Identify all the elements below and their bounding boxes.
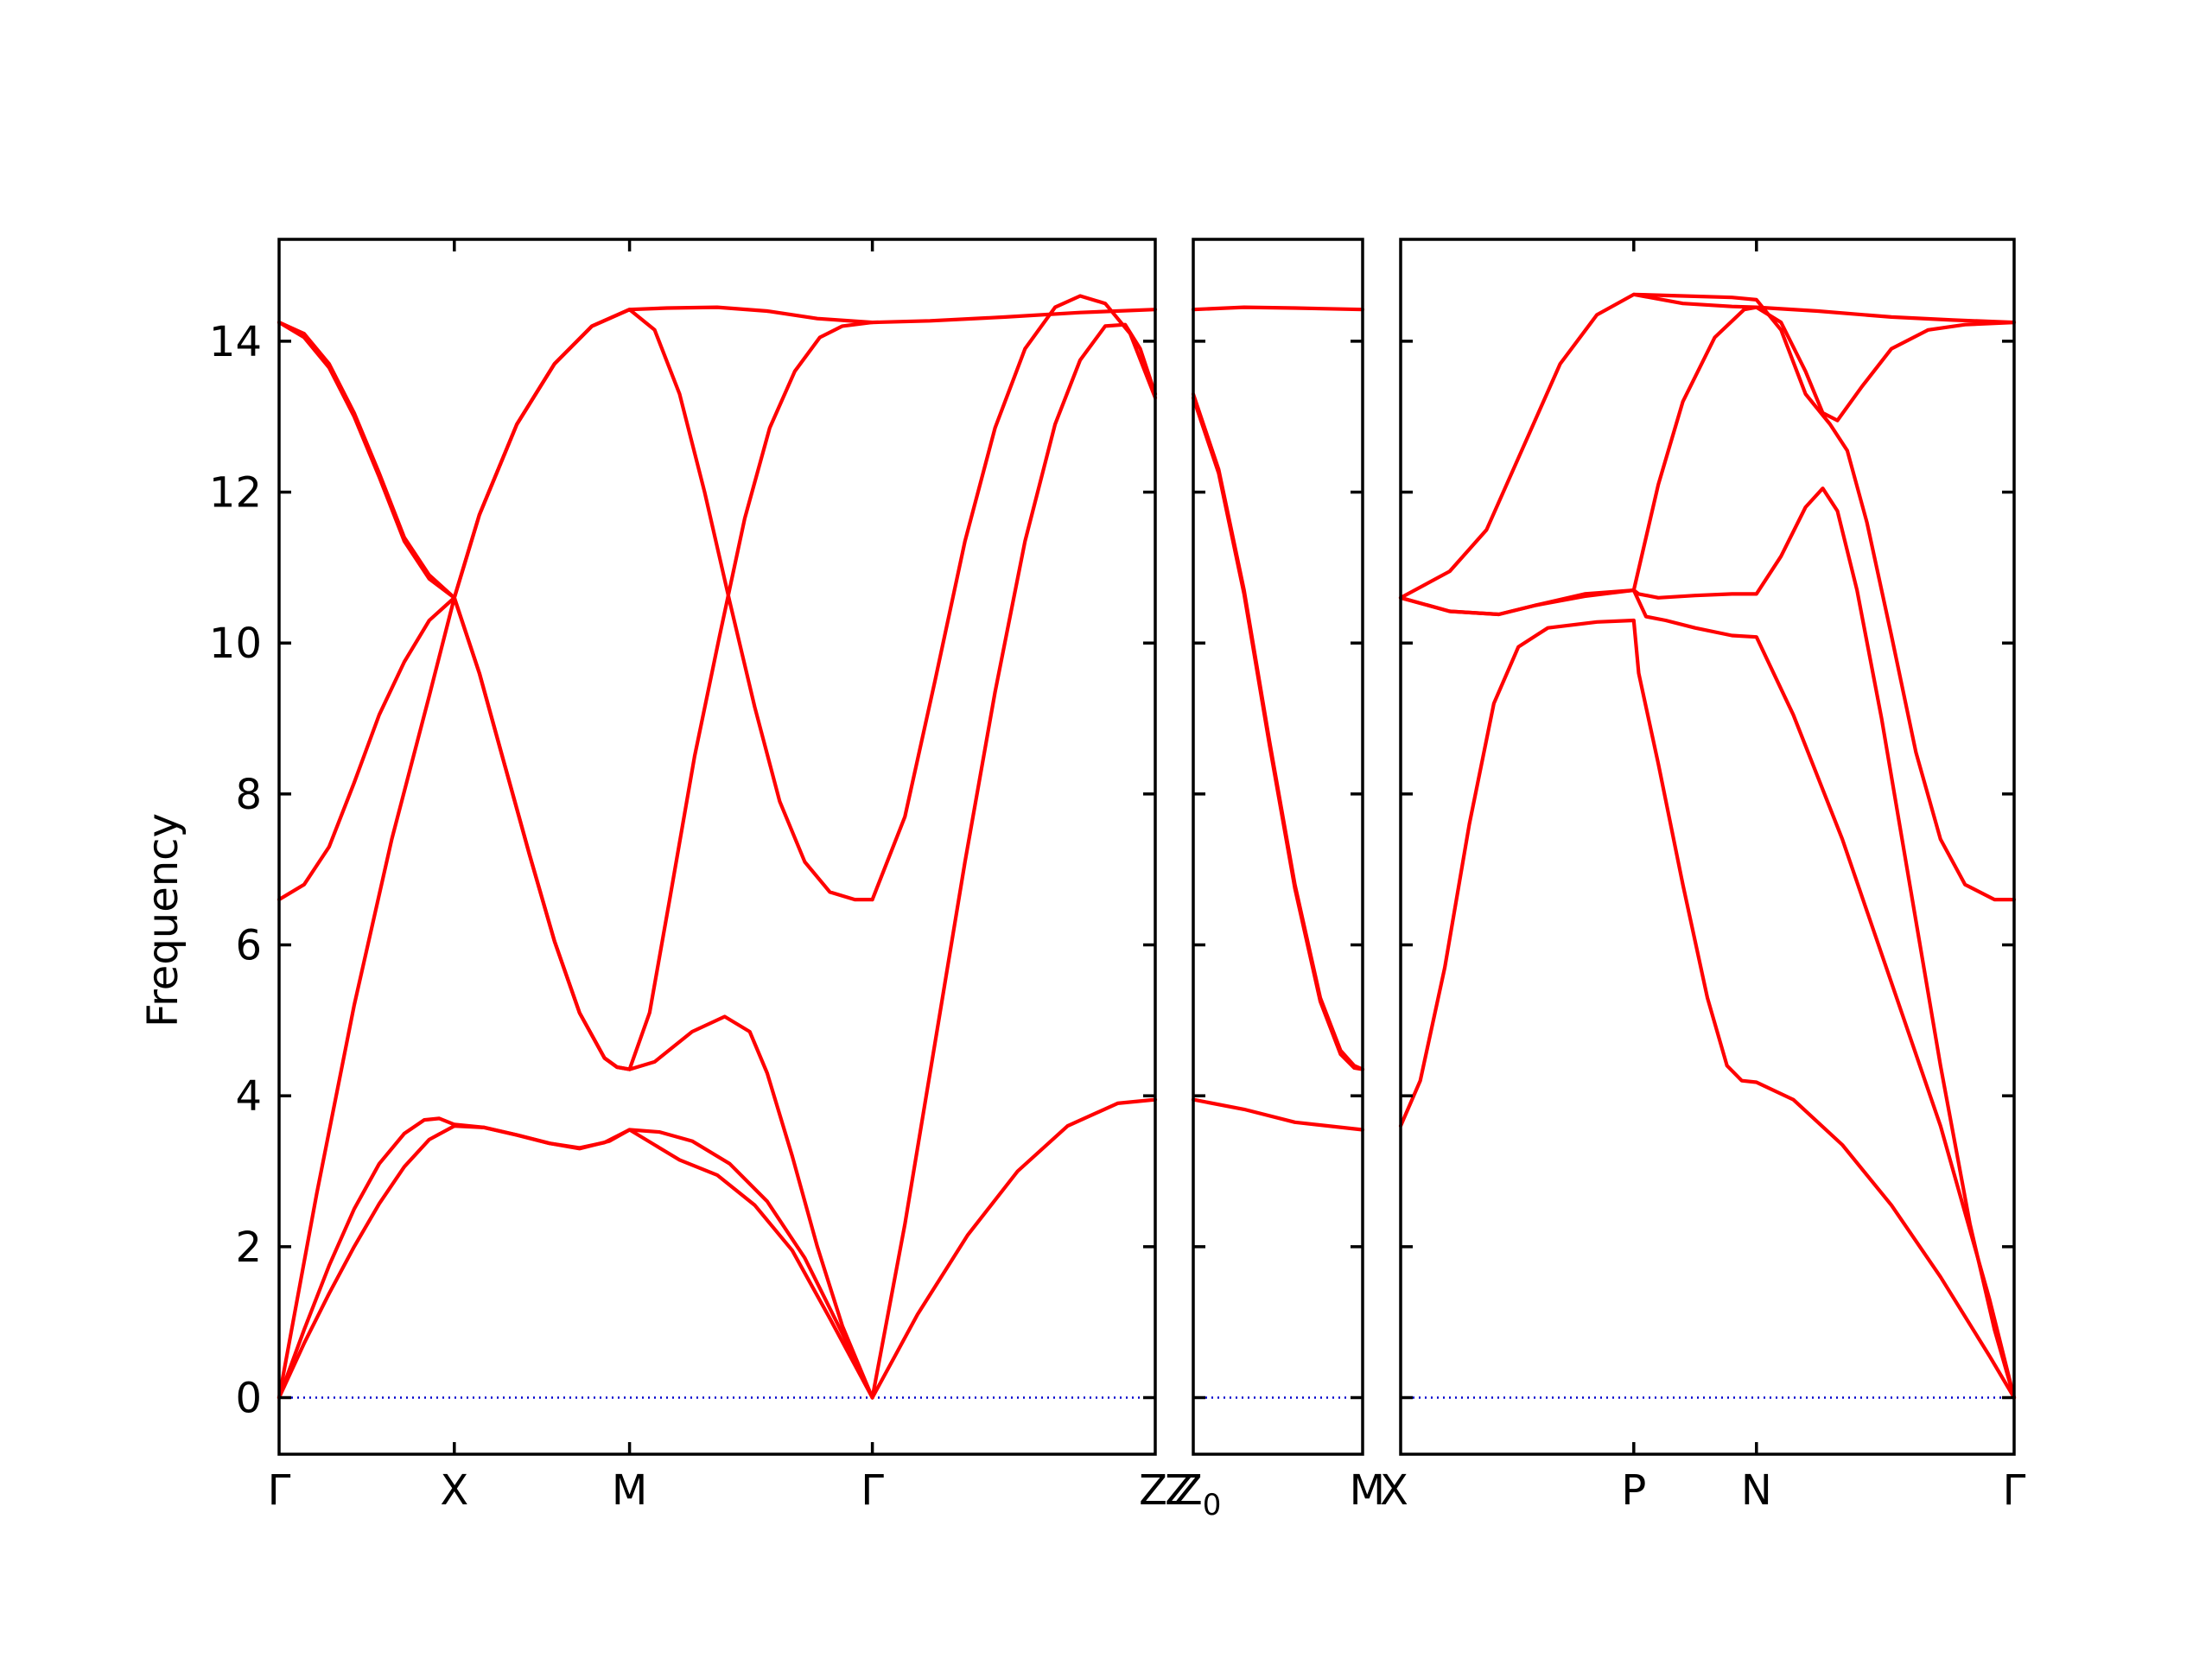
band-line (1398, 292, 2017, 902)
band-line (870, 1097, 1158, 1400)
band-line (1191, 396, 1365, 1071)
y-tick-label: 0 (235, 1375, 262, 1423)
band-line (1398, 486, 2017, 1400)
x-tick-label: X (1380, 1466, 1408, 1515)
band-line (1191, 305, 1365, 312)
panel-2: ZZ0 M (1165, 238, 1385, 1522)
x-tick-label: N (1741, 1466, 1772, 1515)
band-line (870, 294, 1158, 902)
x-tick-label: X (440, 1466, 468, 1515)
plot-frame (277, 238, 1157, 1456)
x-tick-label: M (612, 1466, 647, 1515)
y-tick-label: 10 (209, 620, 262, 668)
band-line (870, 322, 1158, 1400)
y-tick-label: 2 (235, 1224, 262, 1272)
x-tick-label: Γ (268, 1466, 291, 1515)
band-line (1191, 1097, 1365, 1132)
y-tick-label: 6 (235, 922, 262, 970)
x-tick-label: M (1350, 1466, 1385, 1515)
band-line (276, 321, 874, 1071)
x-tick-label: Γ (2003, 1466, 2026, 1515)
plot-frame (1399, 238, 2016, 1456)
y-tick-label: 14 (209, 318, 262, 366)
band-line (1191, 391, 1365, 1071)
y-tick-label: 4 (235, 1072, 262, 1121)
x-tick-label: Z0 (1174, 1466, 1222, 1522)
plot-frame (1192, 238, 1364, 1456)
band-line (276, 1124, 874, 1400)
x-tick-label: Γ (861, 1466, 884, 1515)
x-tick-label: P (1621, 1466, 1646, 1515)
band-line (1398, 618, 2017, 1400)
y-tick-label: 8 (235, 771, 262, 819)
y-tick-label: 12 (209, 469, 262, 518)
band-line (276, 1116, 874, 1400)
band-line (1631, 305, 2017, 593)
y-axis-label: Frequency (139, 813, 188, 1027)
panel-1: 0 2 4 6 8 10 12 14 Γ X M Γ Z (209, 238, 1167, 1515)
band-line (276, 305, 1158, 1400)
x-tick-label: Z (1139, 1466, 1167, 1515)
band-line (1631, 292, 2017, 325)
band-line (276, 308, 874, 902)
x-tick-label: Z (1165, 1466, 1193, 1515)
